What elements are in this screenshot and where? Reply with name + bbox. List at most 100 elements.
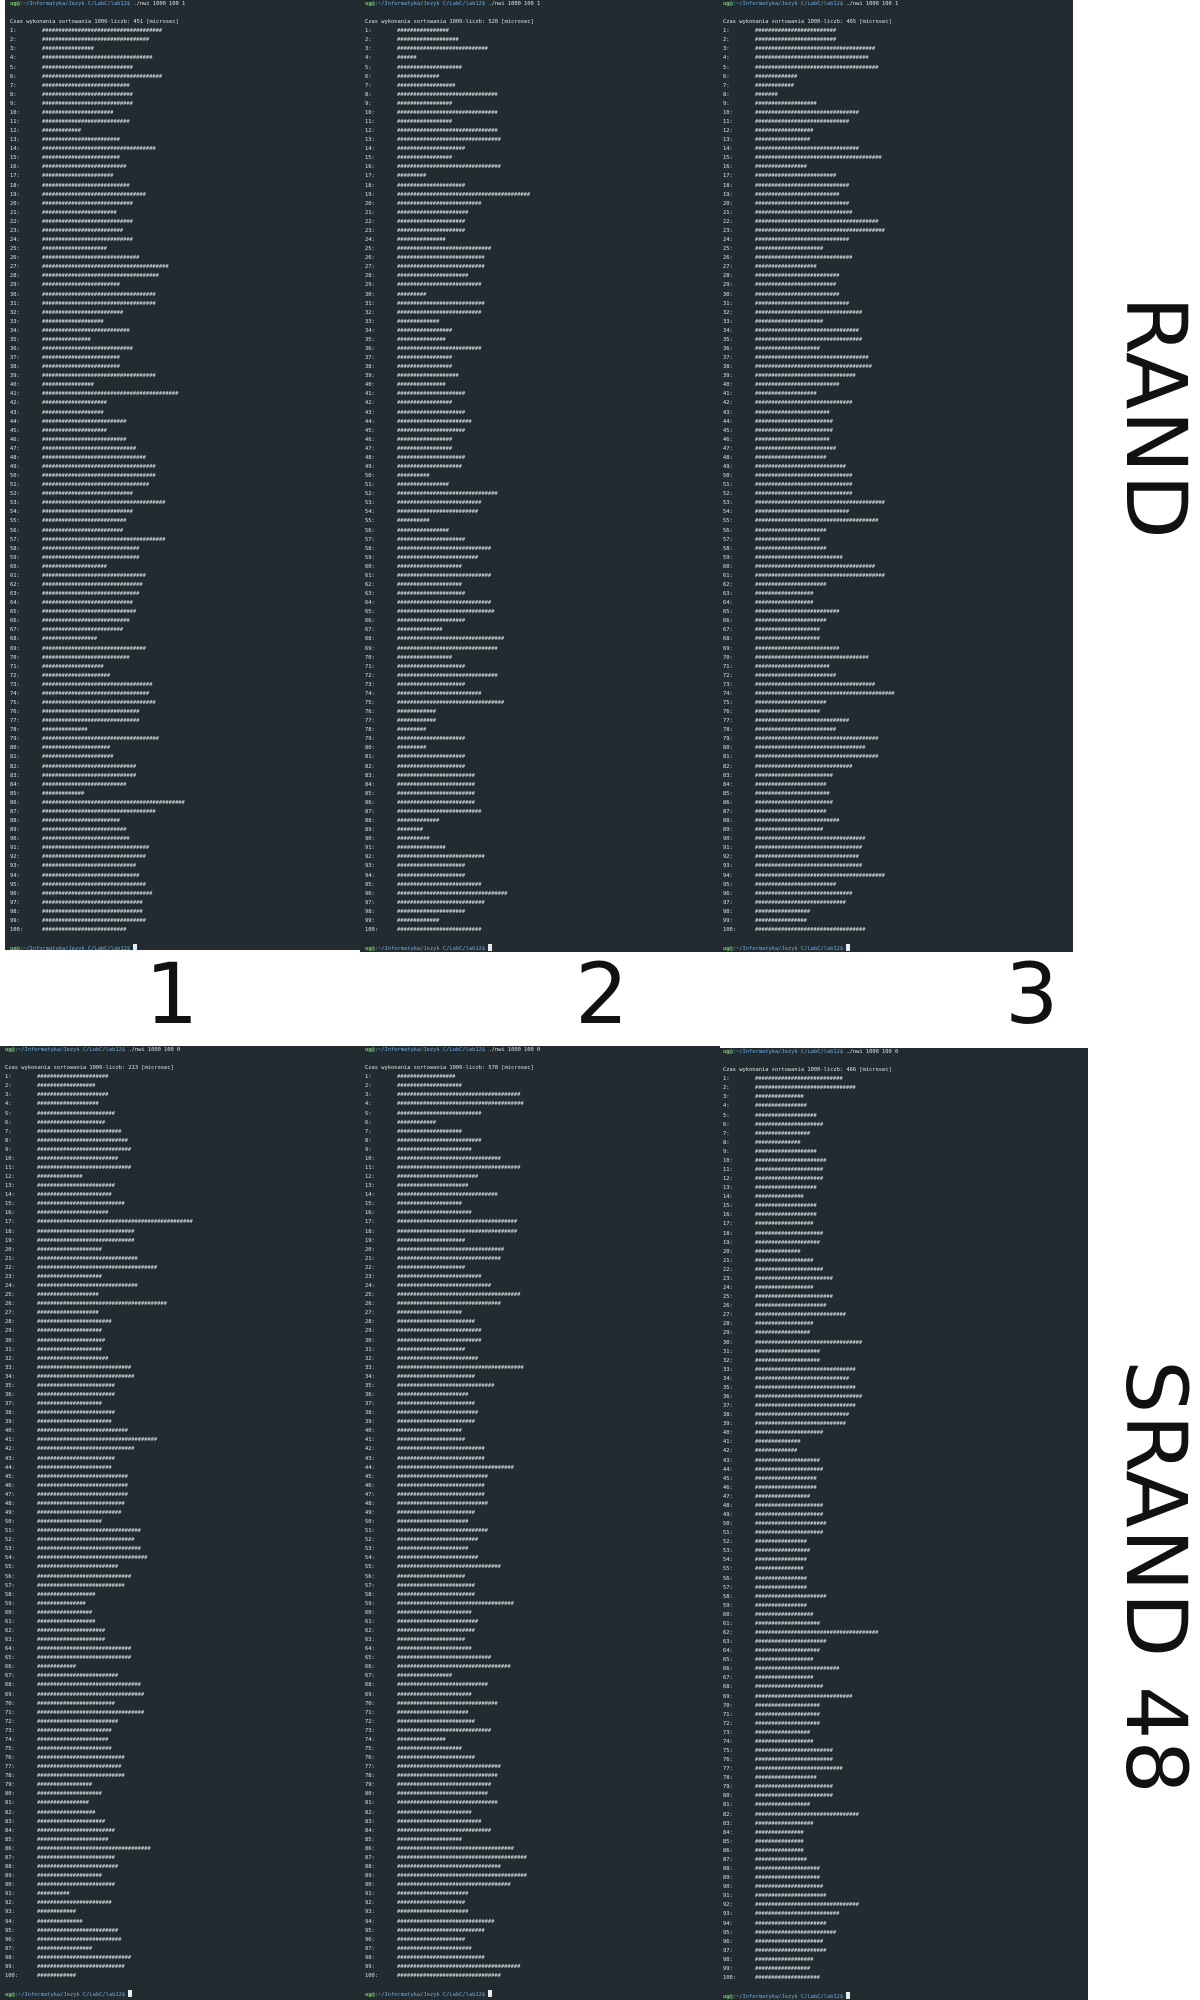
row-bar: ############################# [755, 1412, 850, 1419]
row-bar: ######################### [755, 881, 837, 888]
row-bar: ########################## [755, 1666, 840, 1673]
histogram-row: 5: ############################ [10, 64, 360, 73]
row-index: 24: [365, 1283, 375, 1290]
row-bar: ######################### [42, 227, 124, 234]
histogram-row: 27: #################### [365, 1309, 720, 1318]
histogram-row: 87: ###################### [723, 808, 1073, 817]
histogram-row: 5: ################### [723, 1112, 1088, 1121]
row-bar: ################## [37, 1591, 96, 1598]
histogram-row: 43: ######################## [5, 1455, 360, 1464]
histogram-row: 69: ############################## [723, 1693, 1088, 1702]
row-bar: ############################ [755, 1421, 846, 1428]
histogram-row: 16: ################################ [365, 163, 718, 172]
row-index: 89: [365, 1873, 375, 1880]
row-index: 1: [5, 1074, 12, 1081]
row-index: 30: [10, 291, 20, 298]
row-bar: ################################## [755, 926, 866, 933]
row-bar: ############################### [755, 373, 856, 380]
row-bar: ######################################## [397, 1854, 527, 1861]
histogram-row: 3: ###################################### [365, 1091, 720, 1100]
blank-line [723, 9, 1073, 18]
row-bar: ################################## [755, 745, 866, 752]
histogram-row: 79: ######################## [723, 1783, 1088, 1792]
command-line: ug@:~/Informatyka/Jezyk C/LabC/lab12$ ./… [723, 0, 1073, 9]
histogram-row: 59: ######################### [365, 554, 718, 563]
row-index: 75: [723, 1748, 733, 1755]
timing-line: Czas wykonania sortowania 1000-liczb: 57… [365, 1065, 534, 1072]
row-index: 28: [10, 273, 20, 280]
histogram-row: 23: ##################### [365, 227, 718, 236]
row-bar: ################# [397, 445, 453, 452]
row-bar: ############### [397, 237, 446, 244]
histogram-row: 88: ######################## [10, 817, 360, 826]
row-bar: ############### [755, 1094, 804, 1101]
row-bar: ###################### [397, 209, 469, 216]
histogram-row: 47: ############################ [5, 1491, 360, 1500]
row-index: 3: [723, 1094, 730, 1101]
histogram-row: 50: ########## [365, 472, 718, 481]
row-bar: ############################## [42, 255, 140, 262]
row-index: 81: [723, 1802, 733, 1809]
histogram-row: 38: ############################# [723, 1411, 1088, 1420]
row-bar: ########################## [397, 1273, 482, 1280]
row-index: 53: [723, 500, 733, 507]
row-index: 79: [365, 1782, 375, 1789]
row-bar: ######################## [397, 799, 475, 806]
histogram-row: 16: ########################## [10, 163, 360, 172]
row-bar: ############### [37, 1600, 86, 1607]
row-index: 28: [5, 1319, 15, 1326]
row-bar: ###################### [397, 1519, 469, 1526]
row-bar: ##################### [397, 763, 466, 770]
row-index: 90: [723, 836, 733, 843]
cursor [128, 1990, 133, 1998]
timing-line: Czas wykonania sortowania 1000-liczb: 45… [10, 19, 179, 26]
histogram-row: 55: ########## [365, 517, 718, 526]
row-index: 15: [723, 155, 733, 162]
histogram-row: 2: ################################# [10, 36, 360, 45]
blank-line [365, 1055, 720, 1064]
row-bar: #################### [755, 1357, 820, 1364]
row-bar: ############################### [42, 899, 143, 906]
row-bar: ###################### [397, 1391, 469, 1398]
row-index: 52: [10, 491, 20, 498]
histogram-row: 18: ########################### [10, 182, 360, 191]
row-index: 73: [723, 681, 733, 688]
row-bar: ###################### [755, 1893, 827, 1900]
row-index: 20: [723, 1248, 733, 1255]
row-index: 5: [723, 1112, 730, 1119]
row-bar: ############ [37, 1664, 76, 1671]
histogram-row: 40: #################### [365, 1427, 720, 1436]
row-bar: ################### [755, 100, 817, 107]
row-index: 6: [365, 1119, 372, 1126]
row-index: 97: [365, 899, 375, 906]
row-index: 73: [5, 1727, 15, 1734]
histogram-row: 28: ########################## [723, 272, 1073, 281]
row-bar: ###################################### [397, 1165, 521, 1172]
row-index: 33: [5, 1364, 15, 1371]
row-bar: ################################# [755, 863, 863, 870]
row-bar: ######################## [37, 1391, 115, 1398]
row-index: 61: [10, 572, 20, 579]
row-bar: ################################ [37, 1682, 141, 1689]
row-bar: ################################ [397, 1255, 501, 1262]
row-bar: ################### [755, 1148, 817, 1155]
histogram-row: 68: ##################### [723, 1683, 1088, 1692]
row-bar: ############################### [397, 1700, 498, 1707]
row-index: 76: [5, 1755, 15, 1762]
row-index: 35: [10, 336, 20, 343]
histogram-row: 98: ##################### [365, 908, 718, 917]
histogram-row: 57: ################ [723, 1584, 1088, 1593]
histogram-row: 41: ################### [723, 390, 1073, 399]
row-bar: #################### [755, 1711, 820, 1718]
row-bar: ######################## [397, 781, 475, 788]
blank-line [723, 1057, 1088, 1066]
row-bar: ########################## [42, 518, 127, 525]
row-bar: ############################### [755, 1085, 856, 1092]
row-index: 86: [365, 1845, 375, 1852]
row-bar: ##################### [397, 591, 466, 598]
row-bar: ################### [755, 1203, 817, 1210]
histogram-row: 31: ########################### [365, 300, 718, 309]
row-index: 67: [5, 1673, 15, 1680]
row-index: 36: [365, 345, 375, 352]
histogram-row: 18: ##################### [365, 182, 718, 191]
